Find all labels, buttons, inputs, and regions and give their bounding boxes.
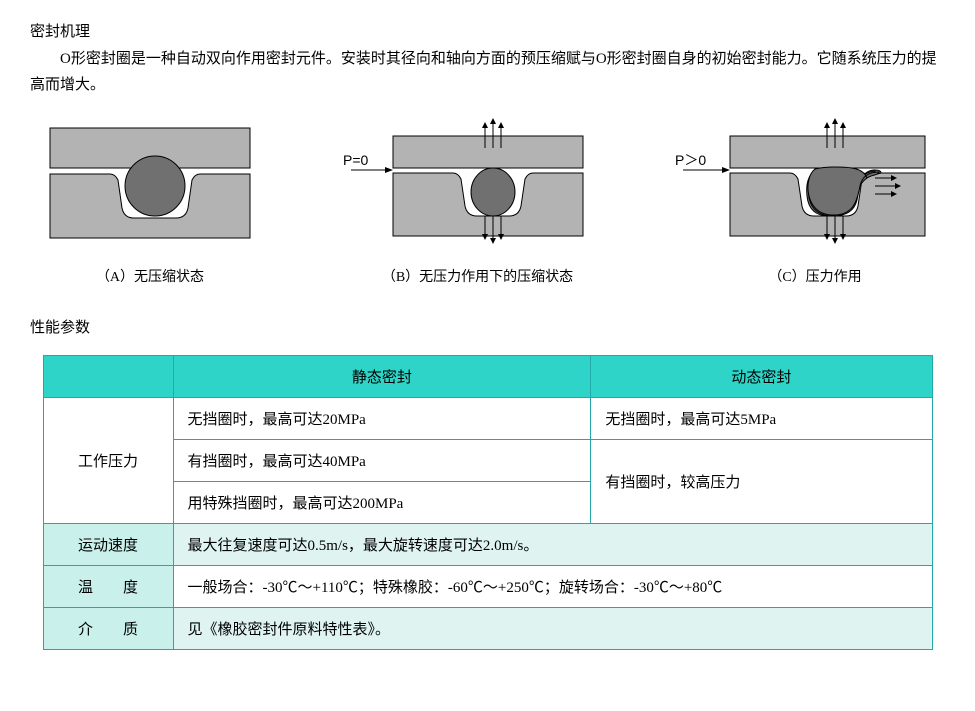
table-header-row: 静态密封 动态密封 — [43, 356, 932, 398]
diagram-c: P＞0 — [675, 118, 935, 248]
table-row: 有挡圈时，最高可达40MPa 有挡圈时，较高压力 — [43, 440, 932, 482]
caption-row: （A）无压缩状态 （B）无压力作用下的压缩状态 （C）压力作用 — [30, 266, 945, 286]
cell-speed: 最大往复速度可达0.5m/s，最大旋转速度可达2.0m/s。 — [173, 524, 932, 566]
cell-dynamic-2: 有挡圈时，较高压力 — [591, 440, 932, 524]
cell-dynamic-1: 无挡圈时，最高可达5MPa — [591, 398, 932, 440]
diagram-b-svg: P=0 — [343, 118, 593, 248]
table-row: 工作压力 无挡圈时，最高可达20MPa 无挡圈时，最高可达5MPa — [43, 398, 932, 440]
cell-temp: 一般场合：-30℃～+110℃；特殊橡胶：-60℃～+250℃；旋转场合：-30… — [173, 566, 932, 608]
table-row: 介 质 见《橡胶密封件原料特性表》。 — [43, 608, 932, 650]
caption-b: （B）无压力作用下的压缩状态 — [328, 266, 628, 286]
table-row: 运动速度 最大往复速度可达0.5m/s，最大旋转速度可达2.0m/s。 — [43, 524, 932, 566]
cell-static-3: 用特殊挡圈时，最高可达200MPa — [173, 482, 591, 524]
header-dynamic: 动态密封 — [591, 356, 932, 398]
row-label-medium: 介 质 — [43, 608, 173, 650]
diagram-row: P=0 P＞0 — [30, 118, 945, 248]
caption-c: （C）压力作用 — [695, 266, 935, 286]
section-title-params: 性能参数 — [30, 316, 945, 337]
row-label-temp: 温 度 — [43, 566, 173, 608]
header-blank — [43, 356, 173, 398]
cell-medium: 见《橡胶密封件原料特性表》。 — [173, 608, 932, 650]
label-p-gt: P＞0 — [675, 152, 706, 168]
label-p-eq: P=0 — [343, 152, 369, 168]
diagram-b: P=0 — [343, 118, 593, 248]
cell-static-2: 有挡圈时，最高可达40MPa — [173, 440, 591, 482]
cell-static-1: 无挡圈时，最高可达20MPa — [173, 398, 591, 440]
diagram-c-svg: P＞0 — [675, 118, 935, 248]
params-table: 静态密封 动态密封 工作压力 无挡圈时，最高可达20MPa 无挡圈时，最高可达5… — [43, 355, 933, 650]
row-label-pressure: 工作压力 — [43, 398, 173, 524]
intro-paragraph: O形密封圈是一种自动双向作用密封元件。安装时其径向和轴向方面的预压缩赋与O形密封… — [30, 47, 945, 98]
row-label-speed: 运动速度 — [43, 524, 173, 566]
diagram-a-svg — [40, 118, 260, 248]
section-title-mechanism: 密封机理 — [30, 20, 945, 41]
header-static: 静态密封 — [173, 356, 591, 398]
caption-a: （A）无压缩状态 — [40, 266, 260, 286]
diagram-a — [40, 118, 260, 248]
table-row: 温 度 一般场合：-30℃～+110℃；特殊橡胶：-60℃～+250℃；旋转场合… — [43, 566, 932, 608]
